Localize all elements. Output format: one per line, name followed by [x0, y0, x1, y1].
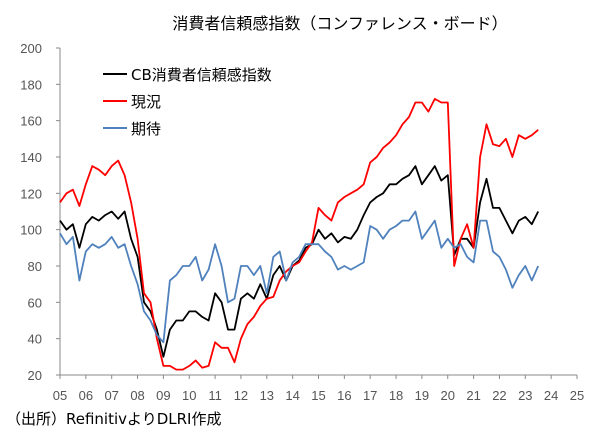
y-tick-label: 100 [20, 223, 42, 238]
series-line-2 [59, 98, 539, 371]
x-tick-label: 05 [53, 388, 67, 403]
x-tick-label: 15 [311, 388, 325, 403]
x-tick-label: 12 [234, 388, 248, 403]
chart-title: 消費者信頼感指数（コンファレンス・ボード） [172, 14, 508, 33]
x-tick-label: 13 [260, 388, 274, 403]
x-tick-label: 18 [389, 388, 403, 403]
x-tick-label: 25 [570, 388, 584, 403]
y-tick-label: 140 [20, 150, 42, 165]
x-tick-label: 14 [285, 388, 299, 403]
legend-label-3: 期待 [131, 120, 161, 138]
source-note: （出所）RefinitivよりDLRI作成 [6, 410, 222, 428]
x-tick-label: 06 [79, 388, 93, 403]
y-tick-label: 20 [28, 368, 42, 383]
y-tick-label: 180 [20, 77, 42, 92]
y-tick-label: 120 [20, 186, 42, 201]
x-tick-label: 21 [466, 388, 480, 403]
x-tick-label: 16 [337, 388, 351, 403]
x-tick-label: 22 [492, 388, 506, 403]
y-tick-label: 200 [20, 41, 42, 56]
x-tick-label: 08 [130, 388, 144, 403]
x-tick-label: 24 [544, 388, 558, 403]
x-tick-label: 10 [182, 388, 196, 403]
x-tick-label: 23 [518, 388, 532, 403]
x-tick-label: 11 [208, 388, 222, 403]
x-tick-label: 09 [156, 388, 170, 403]
legend-label-2: 現況 [131, 93, 161, 111]
x-tick-label: 20 [441, 388, 455, 403]
y-tick-label: 80 [28, 259, 42, 274]
x-tick-label: 07 [104, 388, 118, 403]
y-tick-label: 40 [28, 332, 42, 347]
x-tick-label: 17 [363, 388, 377, 403]
legend-label-1: CB消費者信頼感指数 [131, 66, 272, 84]
y-tick-label: 60 [28, 295, 42, 310]
y-tick-label: 160 [20, 114, 42, 129]
x-tick-label: 19 [415, 388, 429, 403]
series-line-3 [59, 210, 540, 344]
